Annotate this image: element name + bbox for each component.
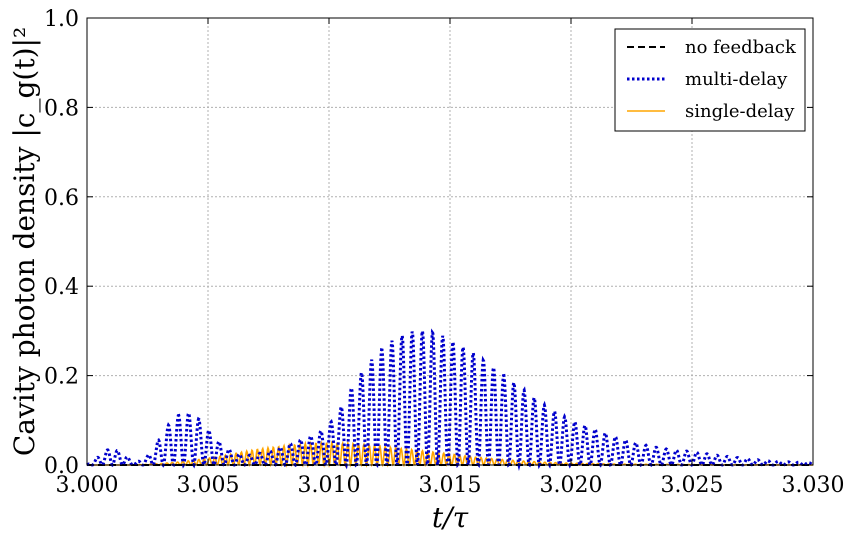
legend-label: multi-delay xyxy=(685,69,788,90)
y-tick-label: 1.0 xyxy=(44,7,79,32)
x-tick-label: 3.010 xyxy=(298,473,361,498)
legend-label: no feedback xyxy=(685,37,797,58)
legend: no feedback multi-delay single-delay xyxy=(614,28,806,132)
x-tick-label: 3.025 xyxy=(661,473,724,498)
y-tick-label: 0.0 xyxy=(44,454,79,479)
y-axis-title: Cavity photon density |c_g(t)|² xyxy=(8,27,41,456)
y-tick-label: 0.2 xyxy=(44,365,79,390)
ticks xyxy=(86,17,814,466)
x-tick-label: 3.030 xyxy=(782,473,845,498)
y-tick-label: 0.6 xyxy=(44,186,79,211)
legend-items: no feedback multi-delay single-delay xyxy=(627,37,797,122)
legend-box xyxy=(614,28,806,132)
x-axis-title: t/τ xyxy=(432,501,469,534)
x-tick-label: 3.015 xyxy=(419,473,482,498)
y-tick-labels: 0.0 0.2 0.4 0.6 0.8 1.0 xyxy=(44,7,79,479)
x-tick-labels: 3.000 3.005 3.010 3.015 3.020 3.025 3.030 xyxy=(56,473,845,498)
x-tick-label: 3.005 xyxy=(177,473,240,498)
x-tick-label: 3.000 xyxy=(56,473,119,498)
y-tick-label: 0.4 xyxy=(44,275,79,300)
y-tick-label: 0.8 xyxy=(44,96,79,121)
x-tick-label: 3.020 xyxy=(540,473,603,498)
legend-label: single-delay xyxy=(685,101,795,122)
